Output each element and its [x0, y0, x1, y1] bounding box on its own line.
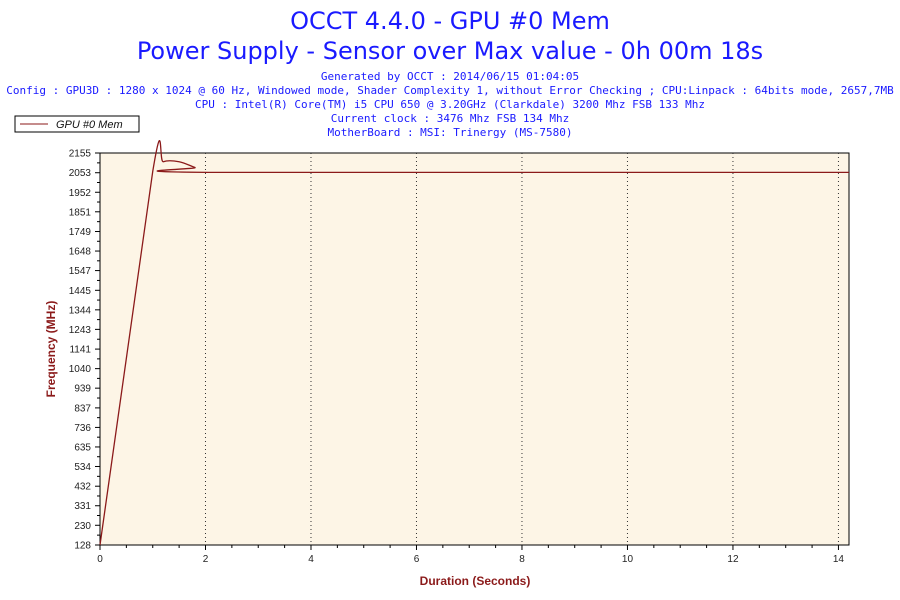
y-tick-label: 939 [74, 384, 91, 395]
y-tick-label: 331 [74, 501, 91, 512]
generated-line: Generated by OCCT : 2014/06/15 01:04:05 [321, 70, 579, 83]
grid [204, 153, 839, 545]
x-tick-label: 8 [519, 554, 525, 565]
y-tick-label: 1141 [69, 345, 91, 356]
y-tick-label: 1547 [69, 266, 92, 277]
x-tick-label: 10 [622, 554, 634, 565]
legend-box [14, 115, 140, 133]
x-tick-label: 0 [97, 554, 103, 565]
y-tick-label: 1851 [69, 207, 92, 218]
y-tick-label: 1040 [69, 364, 92, 375]
series [99, 140, 849, 546]
y-tick-label: 2155 [69, 149, 92, 160]
x-tick-label: 2 [203, 554, 209, 565]
y-tick-label: 432 [74, 482, 91, 493]
x-tick-label: 4 [308, 554, 314, 565]
y-tick-label: 128 [74, 541, 91, 552]
x-axis: 0 2 4 6 8 10 12 14 [97, 545, 844, 565]
y-tick-label: 2053 [69, 168, 92, 179]
y-tick-label: 534 [74, 462, 91, 473]
y-tick-label: 1648 [69, 247, 92, 258]
motherboard-line: MotherBoard : MSI: Trinergy (MS-7580) [327, 126, 572, 139]
y-tick-label: 1749 [69, 227, 92, 238]
x-tick-label: 12 [727, 554, 739, 565]
y-axis: 128 230 331 432 534 635 736 837 939 1040 1141 1243 1… [69, 149, 100, 552]
y-tick-label: 1445 [69, 286, 92, 297]
chart-title: OCCT 4.4.0 - GPU #0 Mem [290, 7, 610, 35]
config-line: Config : GPU3D : 1280 x 1024 @ 60 Hz, Wi… [6, 84, 894, 97]
y-tick-label: 1952 [69, 188, 92, 199]
plot-area [99, 152, 850, 546]
y-tick-label: 635 [74, 442, 91, 453]
legend-label: GPU #0 Mem [56, 119, 123, 131]
y-tick-label: 736 [74, 423, 91, 434]
series-line [99, 140, 849, 546]
x-tick-label: 14 [833, 554, 845, 565]
clock-line: Current clock : 3476 Mhz FSB 134 Mhz [331, 112, 569, 125]
y-tick-label: 230 [74, 521, 91, 532]
legend: GPU #0 Mem [14, 115, 140, 133]
cpu-line: CPU : Intel(R) Core(TM) i5 CPU 650 @ 3.2… [195, 98, 705, 111]
y-axis-label: Frequency (MHz) [44, 301, 58, 398]
x-tick-label: 6 [414, 554, 420, 565]
x-axis-label: Duration (Seconds) [420, 574, 531, 588]
y-tick-label: 1344 [69, 305, 92, 316]
chart-subtitle: Power Supply - Sensor over Max value - 0… [137, 37, 763, 65]
y-tick-label: 1243 [69, 325, 92, 336]
y-tick-label: 837 [74, 403, 91, 414]
